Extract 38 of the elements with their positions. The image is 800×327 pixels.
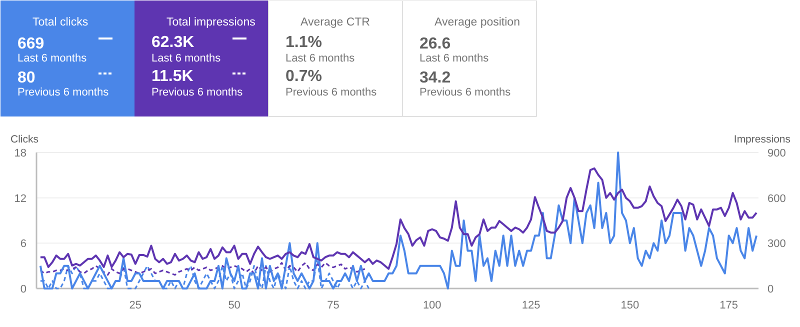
y2-tick-label: 900 [768,148,786,160]
y-tick-label: 6 [20,238,27,250]
text: 0.7% [286,68,322,85]
x-tick-label: 100 [422,300,442,312]
text: Previous 6 months [152,86,244,98]
text: 669 [18,36,44,52]
y-tick-label: 18 [14,148,27,160]
text: 26.6 [420,36,451,52]
x-tick-label: 50 [228,300,240,312]
y2-tick-label: 600 [768,192,786,205]
text: Previous 6 months [18,86,110,98]
text: 34.2 [420,70,451,86]
text: Total clicks [32,16,88,28]
x-tick-label: 150 [620,300,640,312]
text: Previous 6 months [420,86,512,98]
text: Last 6 months [152,52,222,64]
x-tick-label: 175 [720,300,738,312]
y-tick-label: 12 [14,192,27,205]
x-tick-label: 25 [129,300,142,312]
text: Average CTR [300,16,370,28]
text: Previous 6 months [286,86,378,98]
y2-tick-label: 0 [768,284,774,296]
text: 11.5K [152,68,194,85]
x-tick-label: 75 [327,300,340,312]
y2-tick-label: 300 [768,238,786,250]
text: 1.1% [286,34,322,51]
text: Last 6 months [420,52,490,64]
text: Last 6 months [286,52,356,64]
x-tick-label: 125 [522,300,540,312]
text: 80 [18,70,36,86]
y2-axis-title: Impressions [734,134,791,146]
text: Average position [434,16,520,28]
text: Total impressions [166,16,256,28]
line-series [39,152,758,290]
y-axis-title: Clicks [10,134,38,146]
y-tick-label: 0 [20,284,27,296]
text: Last 6 months [18,52,88,64]
text: 62.3K [152,34,195,51]
